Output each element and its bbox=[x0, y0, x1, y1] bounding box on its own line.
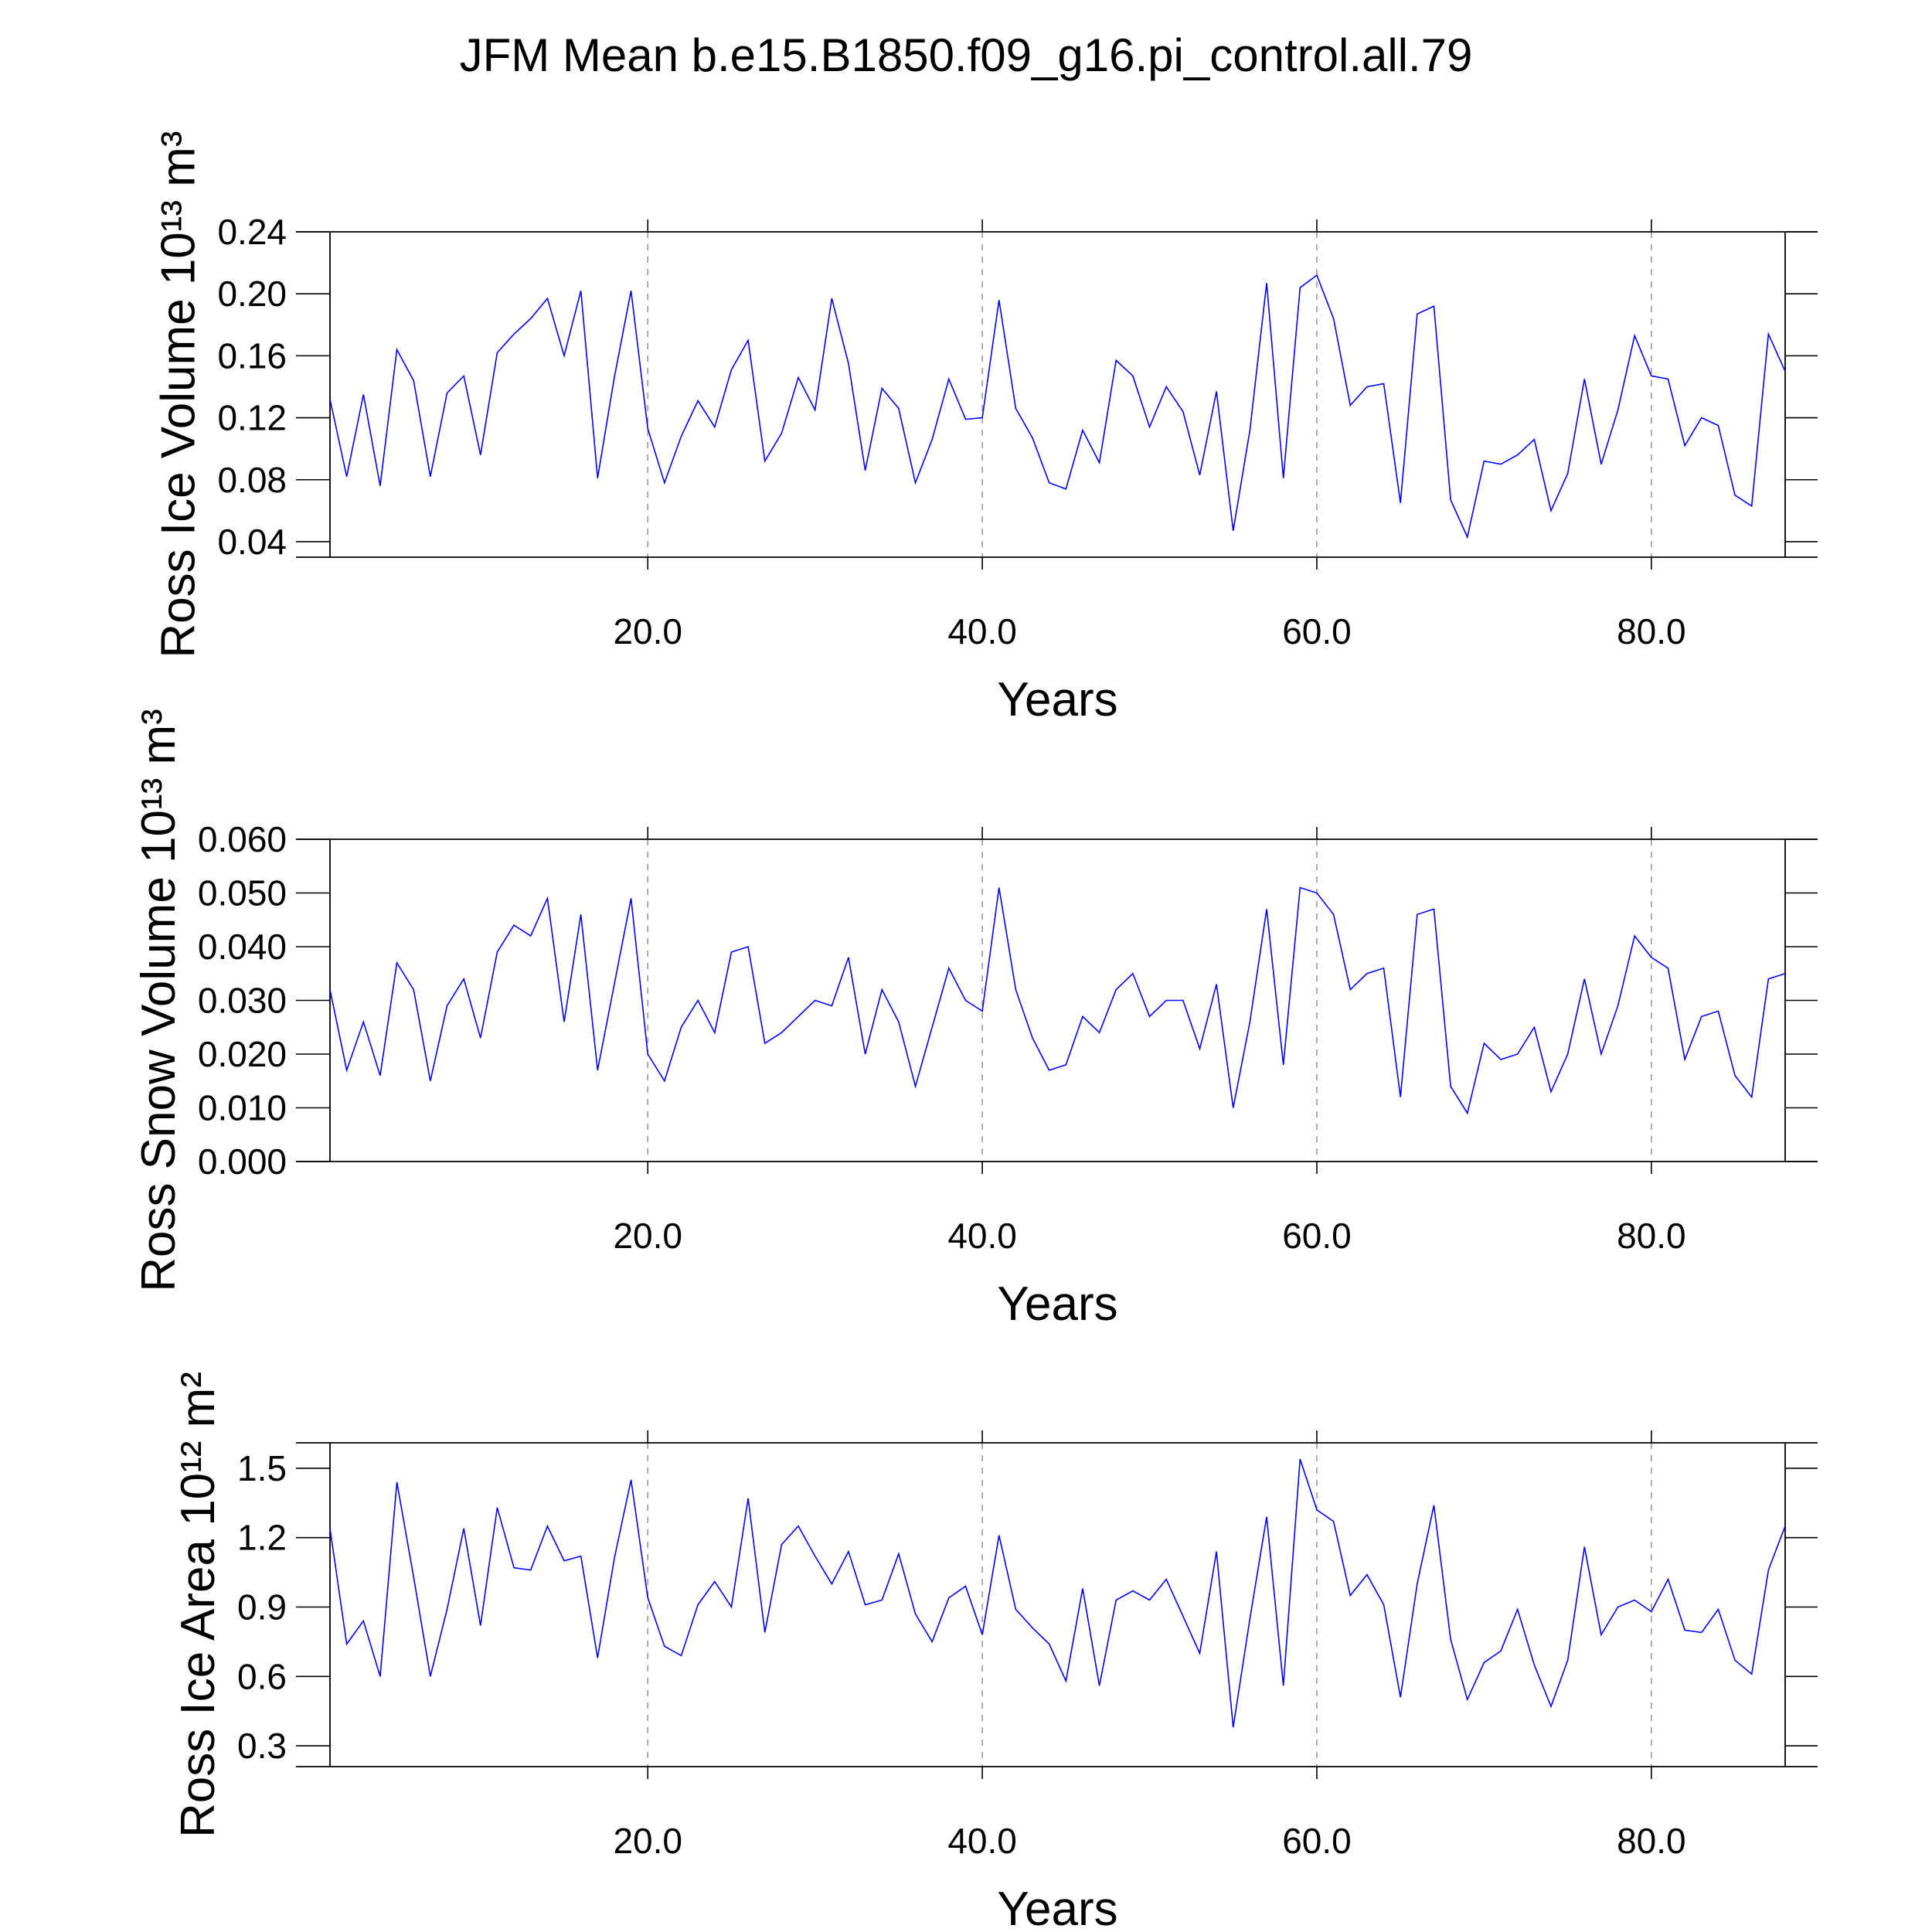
y-tick-label: 0.04 bbox=[217, 522, 287, 562]
x-tick-label: 40.0 bbox=[947, 1821, 1017, 1861]
y-tick-label: 0.6 bbox=[237, 1656, 287, 1696]
y-axis-label: Ross Snow Volume 10¹³ m³ bbox=[132, 709, 185, 1292]
y-tick-label: 0.010 bbox=[198, 1088, 287, 1128]
y-axis-label: Ross Ice Volume 10¹³ m³ bbox=[151, 131, 205, 658]
y-tick-label: 0.16 bbox=[217, 335, 287, 376]
y-tick-label: 0.20 bbox=[217, 274, 287, 314]
x-tick-label: 40.0 bbox=[947, 1216, 1017, 1256]
y-tick-label: 0.000 bbox=[198, 1141, 287, 1182]
x-axis-label: Years bbox=[997, 673, 1117, 726]
y-tick-label: 0.12 bbox=[217, 398, 287, 438]
panel: 20.0 40.0 60.0 80.0 0.04 0.08 0.12 0.16 0.20 0.24… bbox=[151, 131, 1818, 726]
panel: 20.0 40.0 60.0 80.0 0.000 0.010 0.020 0.030 0.04… bbox=[132, 709, 1818, 1331]
y-tick-label: 1.5 bbox=[237, 1448, 287, 1488]
x-tick-label: 60.0 bbox=[1282, 1216, 1352, 1256]
x-tick-label: 60.0 bbox=[1282, 1821, 1352, 1861]
y-tick-label: 0.050 bbox=[198, 873, 287, 913]
x-tick-label: 20.0 bbox=[613, 1216, 682, 1256]
x-tick-label: 40.0 bbox=[947, 611, 1017, 651]
y-tick-label: 0.3 bbox=[237, 1726, 287, 1766]
y-tick-label: 1.2 bbox=[237, 1518, 287, 1558]
y-tick-label: 0.08 bbox=[217, 460, 287, 500]
x-tick-label: 80.0 bbox=[1617, 1216, 1686, 1256]
x-tick-label: 80.0 bbox=[1617, 611, 1686, 651]
y-tick-label: 0.9 bbox=[237, 1587, 287, 1627]
figure-title: JFM Mean b.e15.B1850.f09_g16.pi_control.… bbox=[460, 29, 1473, 81]
y-tick-label: 0.030 bbox=[198, 981, 287, 1021]
x-axis-label: Years bbox=[997, 1883, 1117, 1932]
data-line bbox=[329, 274, 1786, 539]
data-line bbox=[329, 886, 1786, 1115]
y-tick-label: 0.020 bbox=[198, 1034, 287, 1074]
x-tick-label: 80.0 bbox=[1617, 1821, 1686, 1861]
x-tick-label: 20.0 bbox=[613, 1821, 682, 1861]
x-tick-label: 20.0 bbox=[613, 611, 682, 651]
x-tick-label: 60.0 bbox=[1282, 611, 1352, 651]
data-line bbox=[329, 1458, 1786, 1728]
x-axis-label: Years bbox=[997, 1277, 1117, 1331]
y-tick-label: 0.060 bbox=[198, 819, 287, 859]
y-tick-label: 0.24 bbox=[217, 212, 287, 252]
y-axis-label: Ross Ice Area 10¹² m² bbox=[172, 1372, 225, 1838]
panel: 20.0 40.0 60.0 80.0 0.3 0.6 0.9 1.2 1.5 Years Ross… bbox=[172, 1372, 1818, 1932]
y-tick-label: 0.040 bbox=[198, 927, 287, 967]
